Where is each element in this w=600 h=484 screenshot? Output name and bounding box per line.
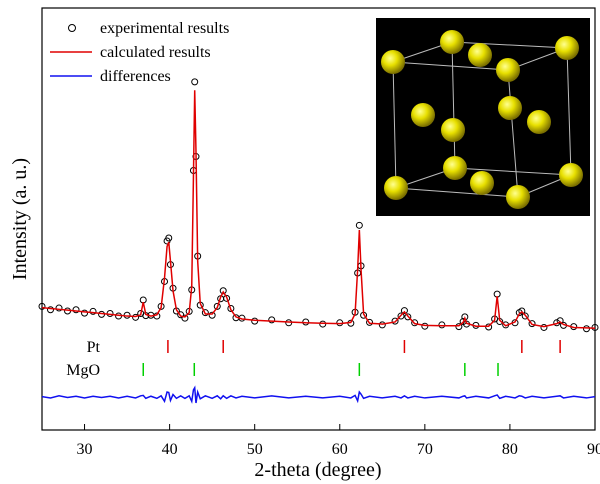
x-tick-label: 30 [77,441,93,458]
x-tick-label: 40 [162,441,178,458]
legend-label: differences [100,68,171,85]
legend-label: calculated results [100,44,211,61]
data-line [42,388,595,403]
data-point [422,323,428,329]
x-tick-label: 60 [332,441,348,458]
legend-label: experimental results [100,20,229,37]
data-point [356,222,362,228]
x-tick-label: 70 [417,441,433,458]
chart: 2-theta (degree) Intensity (a. u.) 30 40 5… [0,0,600,484]
data-point [541,324,547,330]
legend-swatch [69,25,76,32]
data-point [320,321,326,327]
data-point [439,322,445,328]
x-tick-label: 50 [247,441,263,458]
crystal-inset [376,18,590,216]
y-axis-title: Intensity (a. u.) [9,158,31,280]
phase-label: Pt [87,339,101,356]
x-tick-label: 80 [502,441,518,458]
data-point [379,322,385,328]
data-point [192,79,198,85]
phase-label: MgO [66,362,100,379]
x-axis-title: 2-theta (degree) [254,459,381,481]
x-tick-label: 90 [587,441,600,458]
